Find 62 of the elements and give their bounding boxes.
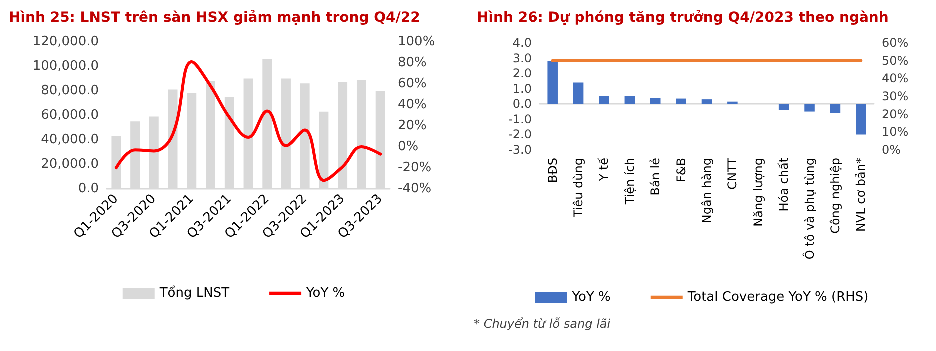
bar (599, 96, 610, 104)
x-tick-label: Bán lẻ (648, 158, 663, 196)
y2-tick-label: 0% (882, 143, 902, 157)
y2-tick-label: 40% (882, 72, 909, 86)
bar (804, 104, 815, 112)
y-tick-label: 0.0 (512, 97, 532, 112)
bar (702, 100, 712, 104)
text: * Chuyển từ lỗ sang lãi (474, 317, 612, 331)
y2-tick-label: 40% (398, 98, 427, 112)
y2-tick-label: 80% (398, 56, 427, 70)
x-tick-label: NVL cơ bản* (854, 158, 868, 232)
y-tick-label: 20,000.0 (41, 157, 99, 172)
legend-label: Total Coverage YoY % (RHS) (686, 290, 869, 305)
bar (856, 104, 866, 135)
y2-tick-label: -40% (398, 182, 432, 196)
y2-tick-label: 60% (398, 76, 427, 92)
y2-tick-label: 50% (882, 54, 909, 68)
bar (548, 61, 558, 104)
bar (676, 98, 686, 104)
x-tick-label: Tiêu dùng (572, 158, 586, 219)
y-tick-label: -2.0 (508, 128, 532, 142)
x-tick-label: Ô tô và phụ tùng (802, 158, 817, 260)
x-tick-label: Y tế (597, 157, 612, 182)
y2-tick-label: -20% (398, 160, 432, 176)
chart-title: Hình 25: LNST trên sàn HSX giảm mạnh trong Q4/22 (9, 10, 420, 26)
y2-tick-label: 20% (882, 107, 909, 122)
line-series (114, 60, 382, 182)
y-tick-label: -3.0 (508, 143, 532, 157)
x-tick-label: Ngân hàng (700, 158, 714, 224)
x-tick-label: Tiện ích (622, 158, 637, 206)
x-tick-label: CNTT (726, 157, 740, 190)
x-tick-label: BĐS (546, 158, 560, 184)
y-tick-label: -1.0 (508, 112, 532, 126)
x-tick-label: Công nghiệp (828, 158, 842, 234)
legend-label: YoY % (306, 286, 346, 301)
y-tick-label: 60,000.0 (41, 108, 99, 123)
bar (650, 98, 661, 104)
y-tick-label: 4.0 (512, 36, 532, 50)
y-tick-label: 80,000.0 (41, 84, 99, 98)
y-tick-label: 1.0 (512, 82, 532, 96)
y-tick-label: 0.0 (78, 182, 99, 196)
y2-tick-label: 30% (882, 90, 909, 104)
y2-tick-label: 0% (398, 140, 419, 154)
y-tick-label: 40,000.0 (41, 132, 99, 148)
legend-label: Tổng LNST (158, 285, 230, 301)
y-tick-label: 120,000.0 (32, 34, 99, 50)
y-tick-label: 3.0 (512, 51, 532, 66)
y2-tick-label: 100% (398, 34, 436, 50)
y2-tick-label: 10% (882, 125, 909, 140)
bar (573, 82, 584, 104)
y-tick-label: 100,000.0 (32, 59, 99, 74)
y2-tick-label: 60% (882, 36, 909, 50)
x-tick-label: F&B (674, 158, 688, 182)
chart-title: Hình 26: Dự phóng tăng trưởng Q4/2023 theo ngành (477, 10, 889, 26)
bar (778, 104, 790, 110)
y2-tick-label: 20% (398, 118, 427, 134)
legend-label: YoY % (571, 290, 611, 305)
bar (624, 96, 636, 104)
x-tick-label: Năng lượng (751, 158, 766, 227)
x-tick-label: Hóa chất (777, 158, 792, 212)
bar (830, 104, 841, 114)
y-tick-label: 2.0 (512, 66, 532, 81)
